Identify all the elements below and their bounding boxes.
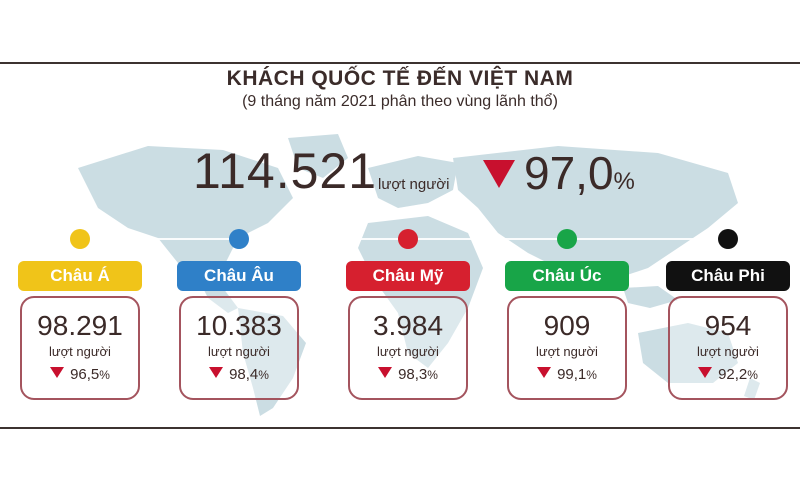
region-change-value: 98,4: [229, 366, 259, 383]
percent-sign: %: [99, 368, 110, 382]
down-arrow-icon: [378, 367, 393, 378]
region-dot: [718, 229, 738, 249]
down-arrow-icon: [50, 367, 65, 378]
region-unit: lượt người: [49, 344, 111, 359]
region-change: 98,4%: [181, 366, 297, 383]
down-arrow-icon: [483, 160, 515, 188]
region-value: 954: [704, 310, 752, 341]
total-change: 97,0%: [524, 146, 635, 200]
region-change-value: 99,1: [557, 366, 587, 383]
region-card: 10.383 lượt người 98,4%: [179, 296, 299, 400]
region-value: 3.984: [372, 310, 444, 341]
region-dot: [70, 229, 90, 249]
region-card: 954 lượt người 92,2%: [668, 296, 788, 400]
percent-sign: %: [586, 368, 597, 382]
down-arrow-icon: [537, 367, 552, 378]
region-change: 99,1%: [509, 366, 625, 383]
region-card: 98.291 lượt người 96,5%: [20, 296, 140, 400]
world-map-background: [78, 134, 760, 416]
total-change-value: 97,0: [524, 147, 614, 199]
percent-sign: %: [427, 368, 438, 382]
down-arrow-icon: [209, 367, 224, 378]
region-label: Châu Phi: [666, 261, 790, 291]
region-change: 92,2%: [670, 366, 786, 383]
top-rule: [0, 62, 800, 64]
region-change: 96,5%: [22, 366, 138, 383]
percent-sign: %: [258, 368, 269, 382]
region-change-value: 98,3: [398, 366, 428, 383]
total-unit: lượt người: [378, 176, 450, 193]
region-change-value: 96,5: [70, 366, 100, 383]
region-unit: lượt người: [208, 344, 270, 359]
region-change-value: 92,2: [718, 366, 748, 383]
down-arrow-icon: [698, 367, 713, 378]
region-label: Châu Á: [18, 261, 142, 291]
total-value: 114.521: [193, 143, 378, 199]
region-value: 909: [543, 310, 591, 341]
region-label: Châu Mỹ: [346, 261, 470, 291]
percent-sign: %: [613, 168, 635, 195]
region-card: 909 lượt người 99,1%: [507, 296, 627, 400]
percent-sign: %: [747, 368, 758, 382]
region-dot: [557, 229, 577, 249]
region-unit: lượt người: [377, 344, 439, 359]
region-dot: [398, 229, 418, 249]
page-title: KHÁCH QUỐC TẾ ĐẾN VIỆT NAM: [226, 67, 574, 90]
region-dot: [229, 229, 249, 249]
region-label: Châu Âu: [177, 261, 301, 291]
region-card: 3.984 lượt người 98,3%: [348, 296, 468, 400]
region-value: 98.291: [37, 310, 123, 341]
region-unit: lượt người: [536, 344, 598, 359]
page-subtitle: (9 tháng năm 2021 phân theo vùng lãnh th…: [242, 93, 558, 110]
region-change: 98,3%: [350, 366, 466, 383]
region-label: Châu Úc: [505, 261, 629, 291]
region-value: 10.383: [196, 310, 282, 341]
bottom-rule: [0, 427, 800, 429]
region-unit: lượt người: [697, 344, 759, 359]
